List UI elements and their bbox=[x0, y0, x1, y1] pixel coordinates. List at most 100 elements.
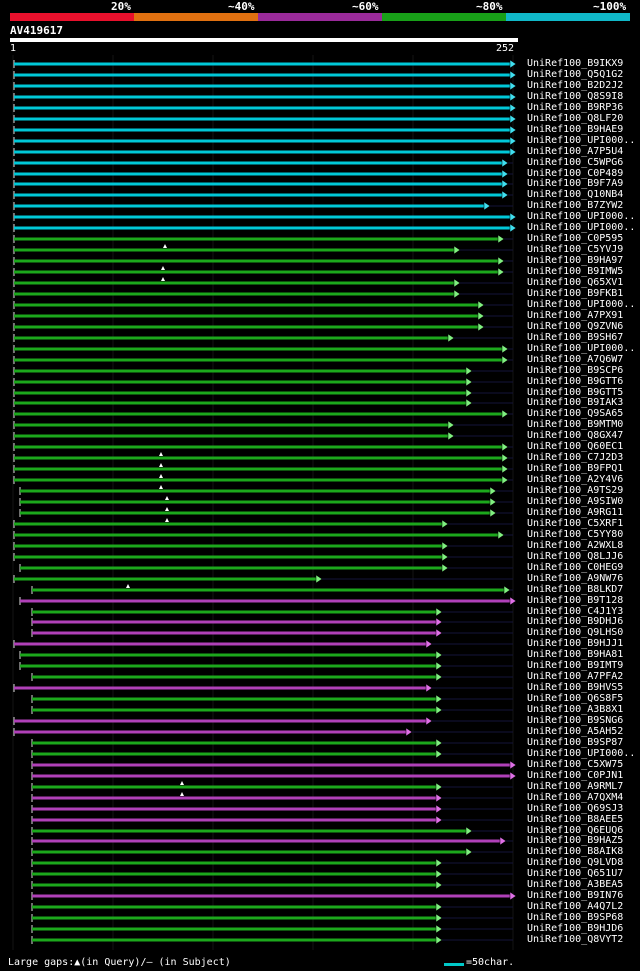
hit-label[interactable]: UniRef100_B9GTT5 bbox=[527, 387, 624, 398]
hit-label[interactable]: UniRef100_B9IKX9 bbox=[527, 58, 624, 69]
hit-label[interactable]: UniRef100_Q65XV1 bbox=[527, 277, 624, 288]
hit-label[interactable]: UniRef100_Q9LVD8 bbox=[527, 857, 624, 868]
hit-arrow bbox=[453, 278, 461, 288]
hit-label[interactable]: UniRef100_UPI000.. bbox=[527, 299, 636, 310]
hit-arrow bbox=[435, 858, 443, 868]
hit-label[interactable]: UniRef100_Q5Q1G2 bbox=[527, 69, 624, 80]
hit-arrow bbox=[509, 760, 517, 770]
hit-label[interactable]: UniRef100_B9IAK3 bbox=[527, 397, 624, 408]
hit-arrow bbox=[501, 169, 509, 179]
hit-label[interactable]: UniRef100_B9F7A9 bbox=[527, 178, 624, 189]
hit-label[interactable]: UniRef100_C5XRF1 bbox=[527, 518, 624, 529]
hit-label[interactable]: UniRef100_UPI000.. bbox=[527, 343, 636, 354]
hit-arrow bbox=[465, 388, 473, 398]
hit-label[interactable]: UniRef100_B8AIK8 bbox=[527, 846, 624, 857]
hit-label[interactable]: UniRef100_Q10NB4 bbox=[527, 189, 624, 200]
hit-arrow bbox=[477, 311, 485, 321]
hit-label[interactable]: UniRef100_A9RG11 bbox=[527, 507, 624, 518]
hit-label[interactable]: UniRef100_C0PJN1 bbox=[527, 770, 624, 781]
hit-label[interactable]: UniRef100_B9SP68 bbox=[527, 912, 624, 923]
hit-label[interactable]: UniRef100_UPI000.. bbox=[527, 222, 636, 233]
hit-label[interactable]: UniRef100_A3BEA5 bbox=[527, 879, 624, 890]
hit-label[interactable]: UniRef100_B9IMW5 bbox=[527, 266, 624, 277]
hit-label[interactable]: UniRef100_B9HJJ1 bbox=[527, 638, 624, 649]
hit-label[interactable]: UniRef100_B9SP87 bbox=[527, 737, 624, 748]
hit-label[interactable]: UniRef100_C4J1Y3 bbox=[527, 606, 624, 617]
hit-label[interactable]: UniRef100_A5AH52 bbox=[527, 726, 624, 737]
hit-arrow bbox=[425, 716, 433, 726]
hit-arrow bbox=[509, 70, 517, 80]
hit-arrow bbox=[509, 125, 517, 135]
query-gap-marker bbox=[165, 507, 169, 511]
hit-label[interactable]: UniRef100_UPI000.. bbox=[527, 135, 636, 146]
hit-label[interactable]: UniRef100_Q6EUQ6 bbox=[527, 825, 624, 836]
hit-arrow bbox=[509, 114, 517, 124]
legend-label: ~80% bbox=[476, 0, 503, 13]
hit-label[interactable]: UniRef100_Q69SJ3 bbox=[527, 803, 624, 814]
hit-label[interactable]: UniRef100_C0P489 bbox=[527, 168, 624, 179]
hit-label[interactable]: UniRef100_A4Q7L2 bbox=[527, 901, 624, 912]
hit-label[interactable]: UniRef100_C0HEG9 bbox=[527, 562, 624, 573]
hit-arrow bbox=[509, 92, 517, 102]
legend-segment bbox=[134, 13, 258, 21]
hit-label[interactable]: UniRef100_A7QXM4 bbox=[527, 792, 624, 803]
hit-label[interactable]: UniRef100_B9HVS5 bbox=[527, 682, 624, 693]
hit-label[interactable]: UniRef100_B9IN76 bbox=[527, 890, 624, 901]
hit-label[interactable]: UniRef100_Q9SA65 bbox=[527, 408, 624, 419]
hit-label[interactable]: UniRef100_Q9LHS0 bbox=[527, 627, 624, 638]
hit-label[interactable]: UniRef100_B9FKB1 bbox=[527, 288, 624, 299]
hit-label[interactable]: UniRef100_B9DHJ6 bbox=[527, 616, 624, 627]
hit-label[interactable]: UniRef100_C7J2D3 bbox=[527, 452, 624, 463]
hit-label[interactable]: UniRef100_UPI000.. bbox=[527, 748, 636, 759]
hit-label[interactable]: UniRef100_Q8GX47 bbox=[527, 430, 624, 441]
hit-label[interactable]: UniRef100_A7P5U4 bbox=[527, 146, 624, 157]
hit-label[interactable]: UniRef100_B2D2J2 bbox=[527, 80, 624, 91]
query-bar bbox=[10, 38, 518, 42]
hit-label[interactable]: UniRef100_B8AEE5 bbox=[527, 814, 624, 825]
hit-label[interactable]: UniRef100_B9HAZ5 bbox=[527, 835, 624, 846]
hit-label[interactable]: UniRef100_B9HA81 bbox=[527, 649, 624, 660]
legend-label: ~40% bbox=[228, 0, 255, 13]
hit-label[interactable]: UniRef100_B9HAE9 bbox=[527, 124, 624, 135]
hit-label[interactable]: UniRef100_A2Y4V6 bbox=[527, 474, 624, 485]
hit-label[interactable]: UniRef100_B8LKD7 bbox=[527, 584, 624, 595]
hit-label[interactable]: UniRef100_B9HJD6 bbox=[527, 923, 624, 934]
hit-label[interactable]: UniRef100_UPI000.. bbox=[527, 211, 636, 222]
hit-label[interactable]: UniRef100_A7PFA2 bbox=[527, 671, 624, 682]
hit-label[interactable]: UniRef100_B9SH67 bbox=[527, 332, 624, 343]
hit-arrow bbox=[435, 880, 443, 890]
hit-label[interactable]: UniRef100_Q60EC1 bbox=[527, 441, 624, 452]
hit-label[interactable]: UniRef100_Q9ZVN6 bbox=[527, 321, 624, 332]
hit-label[interactable]: UniRef100_A2WXL8 bbox=[527, 540, 624, 551]
hit-label[interactable]: UniRef100_Q651U7 bbox=[527, 868, 624, 879]
hit-label[interactable]: UniRef100_B9SCP6 bbox=[527, 365, 624, 376]
hit-label[interactable]: UniRef100_A7PX91 bbox=[527, 310, 624, 321]
hit-label[interactable]: UniRef100_Q8S9I8 bbox=[527, 91, 624, 102]
hit-label[interactable]: UniRef100_B9HA97 bbox=[527, 255, 624, 266]
hit-label[interactable]: UniRef100_A9TS29 bbox=[527, 485, 624, 496]
hit-label[interactable]: UniRef100_B9FPQ1 bbox=[527, 463, 624, 474]
hit-label[interactable]: UniRef100_B9IMT9 bbox=[527, 660, 624, 671]
hit-label[interactable]: UniRef100_C5XW75 bbox=[527, 759, 624, 770]
hit-label[interactable]: UniRef100_A7Q6W7 bbox=[527, 354, 624, 365]
hit-label[interactable]: UniRef100_C5YY80 bbox=[527, 529, 624, 540]
hit-label[interactable]: UniRef100_A9RML7 bbox=[527, 781, 624, 792]
hit-label[interactable]: UniRef100_B9MTM0 bbox=[527, 419, 624, 430]
hit-label[interactable]: UniRef100_B9RP36 bbox=[527, 102, 624, 113]
hit-label[interactable]: UniRef100_B7ZYW2 bbox=[527, 200, 624, 211]
hit-arrow bbox=[501, 475, 509, 485]
hit-label[interactable]: UniRef100_C5YVJ9 bbox=[527, 244, 624, 255]
hit-label[interactable]: UniRef100_A9SIW0 bbox=[527, 496, 624, 507]
hit-label[interactable]: UniRef100_B9T128 bbox=[527, 595, 624, 606]
hit-label[interactable]: UniRef100_A3B8X1 bbox=[527, 704, 624, 715]
hit-label[interactable]: UniRef100_A9NW76 bbox=[527, 573, 624, 584]
hit-label[interactable]: UniRef100_C0P595 bbox=[527, 233, 624, 244]
hit-arrow bbox=[509, 103, 517, 113]
hit-label[interactable]: UniRef100_C5WPG6 bbox=[527, 157, 624, 168]
hit-label[interactable]: UniRef100_B9SNG6 bbox=[527, 715, 624, 726]
hit-label[interactable]: UniRef100_Q6S8F5 bbox=[527, 693, 624, 704]
hit-label[interactable]: UniRef100_B9GTT6 bbox=[527, 376, 624, 387]
hit-label[interactable]: UniRef100_Q8LF20 bbox=[527, 113, 624, 124]
hit-label[interactable]: UniRef100_Q8VYT2 bbox=[527, 934, 624, 945]
hit-label[interactable]: UniRef100_Q8LJJ6 bbox=[527, 551, 624, 562]
